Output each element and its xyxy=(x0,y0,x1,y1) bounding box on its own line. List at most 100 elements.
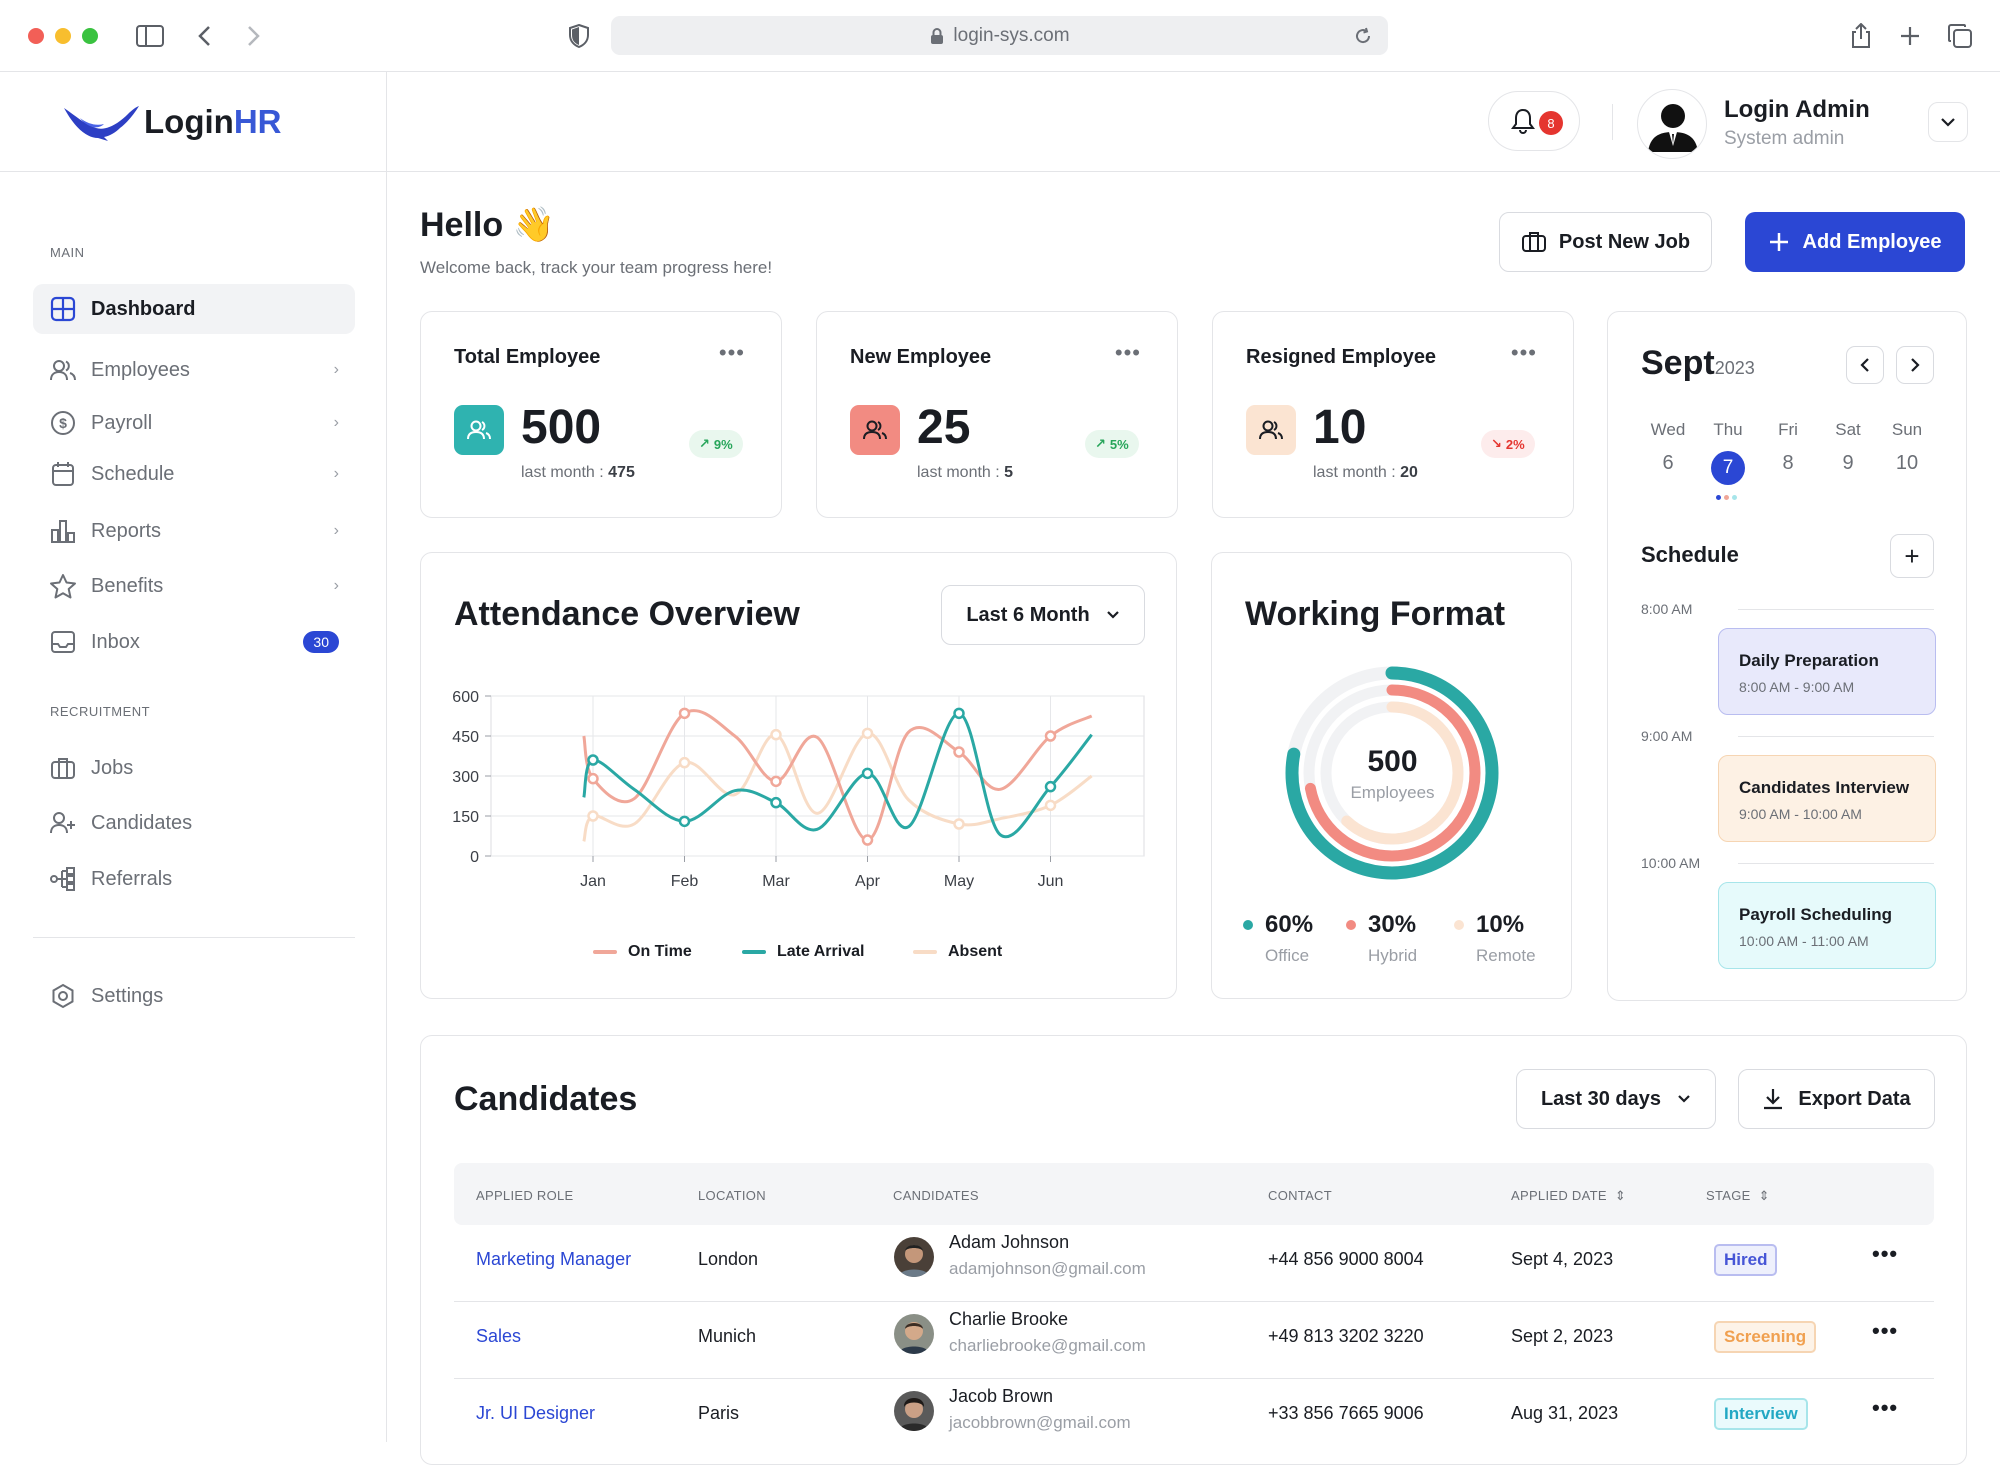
event-daily-preparation[interactable]: Daily Preparation 8:00 AM - 9:00 AM xyxy=(1718,628,1936,715)
sidebar-item-label: Referrals xyxy=(91,867,173,890)
series-line-late-arrival xyxy=(582,711,1093,839)
weekday-label: Wed xyxy=(1650,420,1686,439)
column-header-sortable[interactable]: APPLIED DATE ⇕ xyxy=(1511,1188,1627,1203)
applied-date: Aug 31, 2023 xyxy=(1511,1403,1619,1423)
data-point xyxy=(587,754,599,766)
column-header[interactable]: LOCATION xyxy=(698,1188,766,1203)
event-time: 9:00 AM - 10:00 AM xyxy=(1739,806,1862,822)
data-point xyxy=(678,756,691,769)
app-logo[interactable]: LoginHR xyxy=(62,102,281,142)
bell-icon xyxy=(1511,108,1535,134)
forward-icon[interactable] xyxy=(240,20,268,52)
attendance-overview-card: Attendance Overview Last 6 Month 600 450 3… xyxy=(420,552,1177,999)
add-schedule-button[interactable]: + xyxy=(1890,534,1934,578)
x-tick-label: Jun xyxy=(1038,873,1064,890)
sidebar-item-schedule[interactable]: Schedule › xyxy=(33,449,355,499)
stat-title: Resigned Employee xyxy=(1246,346,1437,368)
chevron-down-icon xyxy=(1678,1095,1690,1103)
row-more-icon[interactable]: ••• xyxy=(1872,1318,1899,1343)
table-row[interactable]: Marketing Manager London Adam Johnson ad… xyxy=(454,1225,1934,1302)
table-row[interactable]: Sales Munich Charlie Brooke charliebrook… xyxy=(454,1302,1934,1379)
column-header[interactable]: CONTACT xyxy=(1268,1188,1332,1203)
table-row[interactable]: Jr. UI Designer Paris Jacob Brown jacobb… xyxy=(454,1379,1934,1456)
post-new-job-button[interactable]: Post New Job xyxy=(1499,212,1712,272)
data-point xyxy=(770,728,782,741)
sidebar-toggle-icon[interactable] xyxy=(134,20,166,52)
calendar-day[interactable]: 10 xyxy=(1895,452,1919,474)
weekday-label: Thu xyxy=(1713,420,1743,439)
more-options-icon[interactable]: ••• xyxy=(718,340,745,365)
back-icon[interactable] xyxy=(190,20,218,52)
data-point xyxy=(861,767,874,780)
new-tab-icon[interactable] xyxy=(1895,20,1925,52)
event-title: Daily Preparation xyxy=(1739,651,1879,670)
notifications-button[interactable]: 8 xyxy=(1488,91,1580,151)
column-header-sortable[interactable]: STAGE ⇕ xyxy=(1706,1188,1770,1203)
stat-last-month: last month : 5 xyxy=(917,464,1014,481)
applied-role[interactable]: Marketing Manager xyxy=(476,1249,632,1269)
row-more-icon[interactable]: ••• xyxy=(1872,1395,1899,1420)
column-header[interactable]: CANDIDATES xyxy=(893,1188,979,1203)
sidebar-section-recruitment: RECRUITMENT xyxy=(50,704,151,719)
sidebar-item-reports[interactable]: Reports › xyxy=(33,506,355,556)
export-data-button[interactable]: Export Data xyxy=(1738,1069,1935,1129)
legend-absent: Absent xyxy=(913,943,1002,961)
calendar-day-selected[interactable]: 7 xyxy=(1711,451,1745,485)
candidate-name: Jacob Brown xyxy=(949,1386,1054,1406)
donut-total-label: Employees xyxy=(1350,783,1435,802)
users-icon xyxy=(49,356,77,384)
trend-down-icon: ↘ xyxy=(1491,436,1502,451)
column-header[interactable]: APPLIED ROLE xyxy=(476,1188,574,1203)
sidebar-item-referrals[interactable]: Referrals xyxy=(33,854,355,904)
sidebar-item-inbox[interactable]: Inbox 30 xyxy=(33,617,355,667)
event-candidates-interview[interactable]: Candidates Interview 9:00 AM - 10:00 AM xyxy=(1718,755,1936,842)
add-employee-button[interactable]: Add Employee xyxy=(1745,212,1965,272)
user-role: System admin xyxy=(1724,128,1845,149)
url-text: login-sys.com xyxy=(953,24,1070,46)
sidebar-item-label: Benefits xyxy=(91,574,164,597)
tabs-overview-icon[interactable] xyxy=(1945,20,1975,52)
event-time: 8:00 AM - 9:00 AM xyxy=(1739,679,1855,695)
window-close-button[interactable] xyxy=(28,28,44,44)
user-menu-button[interactable] xyxy=(1928,102,1968,142)
row-more-icon[interactable]: ••• xyxy=(1872,1241,1899,1266)
users-icon xyxy=(850,405,900,455)
sidebar-item-jobs[interactable]: Jobs xyxy=(33,743,355,793)
eagle-logo-icon xyxy=(64,106,139,141)
more-options-icon[interactable]: ••• xyxy=(1114,340,1141,365)
calendar-day[interactable]: 9 xyxy=(1842,452,1854,474)
lock-icon xyxy=(931,27,944,44)
weekday-label: Fri xyxy=(1778,420,1798,439)
ring-office xyxy=(1285,666,1499,880)
donut-total: 500 xyxy=(1367,745,1418,778)
calendar-day[interactable]: 6 xyxy=(1662,452,1674,474)
user-avatar[interactable] xyxy=(1637,89,1707,159)
applied-role[interactable]: Jr. UI Designer xyxy=(476,1403,596,1423)
sidebar-item-employees[interactable]: Employees › xyxy=(33,345,355,395)
address-bar[interactable]: login-sys.com xyxy=(611,16,1388,55)
sidebar-item-benefits[interactable]: Benefits › xyxy=(33,561,355,611)
calendar-prev-button[interactable] xyxy=(1846,346,1884,384)
sidebar-item-settings[interactable]: Settings xyxy=(33,971,355,1021)
attendance-period-select[interactable]: Last 6 Month xyxy=(941,585,1145,645)
shield-icon[interactable] xyxy=(565,20,593,52)
more-options-icon[interactable]: ••• xyxy=(1510,340,1537,365)
calendar-next-button[interactable] xyxy=(1896,346,1934,384)
calendar-day[interactable]: 8 xyxy=(1782,452,1794,474)
sidebar-item-payroll[interactable]: $ Payroll › xyxy=(33,398,355,448)
share-icon[interactable] xyxy=(1846,20,1876,52)
event-payroll-scheduling[interactable]: Payroll Scheduling 10:00 AM - 11:00 AM xyxy=(1718,882,1936,969)
data-point xyxy=(861,727,874,740)
applied-role[interactable]: Sales xyxy=(476,1326,522,1346)
reload-icon[interactable] xyxy=(1354,27,1372,45)
briefcase-icon xyxy=(1521,232,1546,252)
candidates-period-select[interactable]: Last 30 days xyxy=(1516,1069,1716,1129)
dollar-circle-icon: $ xyxy=(49,409,77,437)
app-name: LoginHR xyxy=(144,103,282,140)
window-zoom-button[interactable] xyxy=(82,28,98,44)
period-select-value: Last 30 days xyxy=(1540,1087,1662,1110)
window-minimize-button[interactable] xyxy=(55,28,71,44)
candidates-card: Candidates Last 30 days Export Data APPL… xyxy=(420,1035,1967,1465)
sidebar-item-candidates[interactable]: Candidates xyxy=(33,798,355,848)
sidebar-item-dashboard[interactable]: Dashboard xyxy=(33,284,355,334)
